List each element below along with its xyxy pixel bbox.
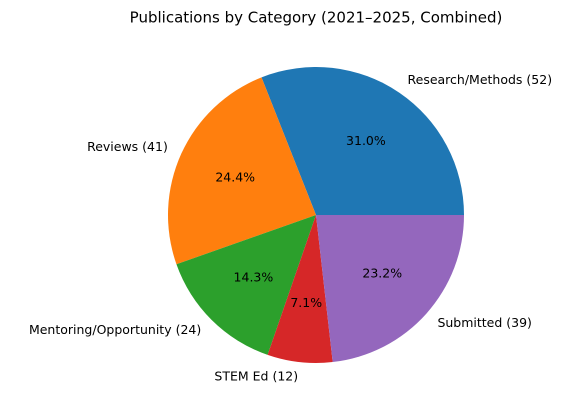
pie-slice [316, 215, 464, 363]
pie-slice [267, 215, 333, 363]
slice-label: STEM Ed (12) [214, 368, 298, 383]
slice-label: Submitted (39) [437, 315, 532, 330]
pie-slice [167, 77, 316, 265]
percent-label: 31.0% [346, 133, 386, 148]
slice-label: Mentoring/Opportunity (24) [29, 322, 201, 337]
slice-label: Research/Methods (52) [408, 72, 553, 87]
percent-label: 7.1% [290, 295, 322, 310]
pie-slice [261, 66, 464, 215]
percent-label: 14.3% [234, 269, 274, 284]
pie-slice [176, 215, 316, 355]
percent-label: 23.2% [362, 266, 402, 281]
chart-title: Publications by Category (2021–2025, Com… [130, 9, 503, 27]
slice-label: Reviews (41) [87, 139, 168, 154]
percent-label: 24.4% [215, 170, 255, 185]
